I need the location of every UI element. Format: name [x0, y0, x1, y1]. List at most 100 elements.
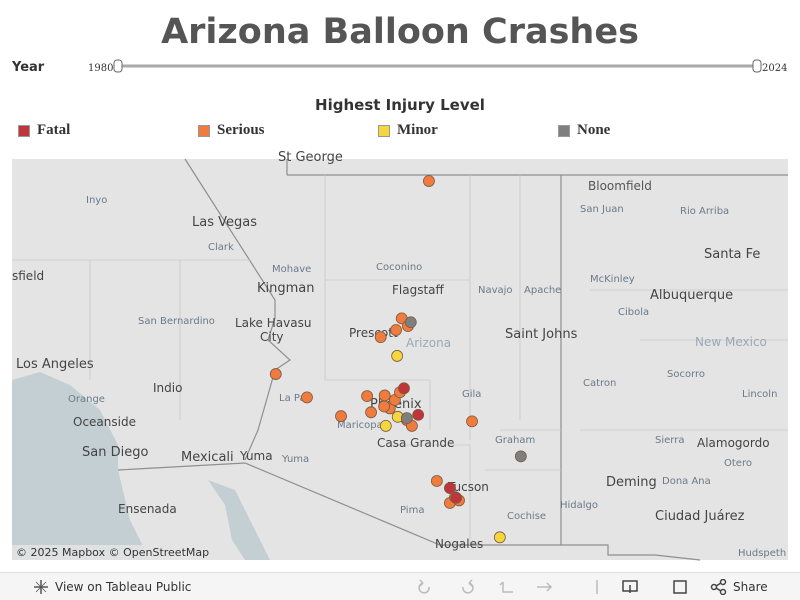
- crash-point[interactable]: [361, 390, 373, 403]
- place-label: Lincoln: [742, 389, 777, 400]
- crash-point[interactable]: [450, 491, 463, 504]
- crash-point[interactable]: [398, 382, 410, 395]
- place-label: Dona Ana: [662, 476, 711, 487]
- place-label: Ensenada: [118, 502, 177, 516]
- slider-handle[interactable]: [752, 59, 762, 73]
- legend-item[interactable]: None: [558, 122, 610, 139]
- year-filter-label: Year: [12, 60, 45, 75]
- place-label: Otero: [724, 458, 752, 469]
- crash-point[interactable]: [423, 175, 435, 187]
- crash-point[interactable]: [378, 389, 391, 402]
- place-label: San Diego: [82, 445, 148, 460]
- place-label: Coconino: [376, 262, 422, 273]
- place-label: Santa Fe: [704, 247, 760, 262]
- place-label: Alamogordo: [697, 436, 770, 450]
- place-label: Rio Arriba: [680, 206, 729, 217]
- place-label: Gila: [462, 389, 481, 400]
- crash-point[interactable]: [390, 324, 402, 336]
- year-min: 1980: [88, 63, 114, 74]
- crash-point[interactable]: [404, 316, 417, 329]
- crash-point[interactable]: [335, 410, 347, 423]
- place-label: Arizona: [406, 336, 451, 350]
- legend-swatch: [18, 124, 30, 137]
- place-label: Saint Johns: [505, 327, 578, 342]
- place-label: Orange: [68, 394, 105, 405]
- place-label: sfield: [12, 269, 44, 283]
- legend-item[interactable]: Fatal: [18, 122, 70, 139]
- place-label: Mexicali: [181, 450, 234, 465]
- place-label: Hidalgo: [560, 500, 598, 511]
- legend-label: None: [577, 122, 611, 138]
- place-label: Deming: [606, 475, 657, 490]
- share[interactable]: Share: [733, 580, 768, 594]
- place-label: Los Angeles: [16, 357, 94, 372]
- place-label: La Paz: [279, 393, 311, 404]
- legend-swatch: [198, 124, 210, 137]
- slider-handle[interactable]: [113, 59, 123, 73]
- place-label: Hudspeth: [738, 548, 786, 559]
- crash-point[interactable]: [430, 475, 443, 487]
- place-label: Flagstaff: [392, 283, 445, 297]
- place-label: Inyo: [86, 195, 107, 206]
- place-label: Cibola: [618, 307, 649, 318]
- legend-item[interactable]: Serious: [198, 122, 265, 139]
- crash-point[interactable]: [378, 400, 391, 413]
- attribution: © 2025 Mapbox © OpenStreetMap: [16, 546, 209, 559]
- year-slider[interactable]: [110, 56, 765, 76]
- view-on-tableau[interactable]: View on Tableau Public: [55, 580, 192, 594]
- crash-point[interactable]: [379, 420, 392, 432]
- crash-point[interactable]: [301, 391, 313, 404]
- crash-point[interactable]: [391, 350, 404, 362]
- crash-point[interactable]: [466, 415, 478, 428]
- place-label: Navajo: [478, 285, 513, 296]
- place-label: Pima: [400, 505, 424, 516]
- crash-point[interactable]: [365, 406, 377, 419]
- place-label: Maricopa: [337, 420, 383, 431]
- crash-point[interactable]: [444, 482, 456, 494]
- place-label: City: [260, 330, 284, 344]
- place-label: Clark: [208, 242, 234, 253]
- gulf: [208, 480, 270, 560]
- legend-title: Highest Injury Level: [315, 96, 485, 114]
- legend-label: Minor: [397, 122, 438, 138]
- place-label: Lake Havasu: [235, 316, 311, 330]
- place-label: McKinley: [590, 274, 635, 285]
- crash-point[interactable]: [269, 368, 282, 380]
- place-label: St George: [278, 150, 343, 165]
- legend-label: Fatal: [37, 122, 71, 138]
- crash-point[interactable]: [412, 408, 425, 421]
- crash-points: [269, 175, 527, 544]
- ocean: [12, 372, 150, 560]
- place-label: San Juan: [580, 204, 624, 215]
- place-label: Cochise: [507, 511, 546, 522]
- legend-label: Serious: [217, 122, 265, 138]
- place-label: Yuma: [239, 449, 273, 463]
- legend-item[interactable]: Minor: [378, 122, 438, 139]
- toolbar-icons: [418, 579, 687, 594]
- crash-point[interactable]: [493, 531, 506, 544]
- legend-swatch: [378, 124, 390, 137]
- county-lines: [12, 175, 788, 545]
- year-max: 2024: [762, 63, 788, 74]
- place-label: Kingman: [257, 281, 315, 296]
- place-label: San Bernardino: [138, 316, 215, 327]
- place-labels: St George Bloomfield Inyo San Juan Rio A…: [12, 150, 786, 559]
- place-label: Nogales: [435, 537, 483, 551]
- place-label: Mohave: [272, 264, 311, 275]
- share-icon: [710, 579, 727, 595]
- place-label: New Mexico: [695, 335, 767, 349]
- place-label: Tucson: [447, 480, 489, 494]
- toolbar: View on Tableau Public Share: [0, 572, 800, 600]
- crash-point[interactable]: [514, 450, 527, 463]
- title: Arizona Balloon Crashes: [161, 12, 639, 52]
- map[interactable]: St George Bloomfield Inyo San Juan Rio A…: [0, 0, 800, 572]
- place-label: Indio: [153, 381, 182, 395]
- borders: [117, 158, 788, 561]
- crash-point[interactable]: [400, 412, 413, 425]
- place-label: Oceanside: [73, 415, 136, 429]
- place-label: Albuquerque: [650, 288, 733, 303]
- place-label: Las Vegas: [192, 215, 257, 230]
- crash-point[interactable]: [374, 331, 387, 344]
- place-label: Bloomfield: [588, 179, 652, 193]
